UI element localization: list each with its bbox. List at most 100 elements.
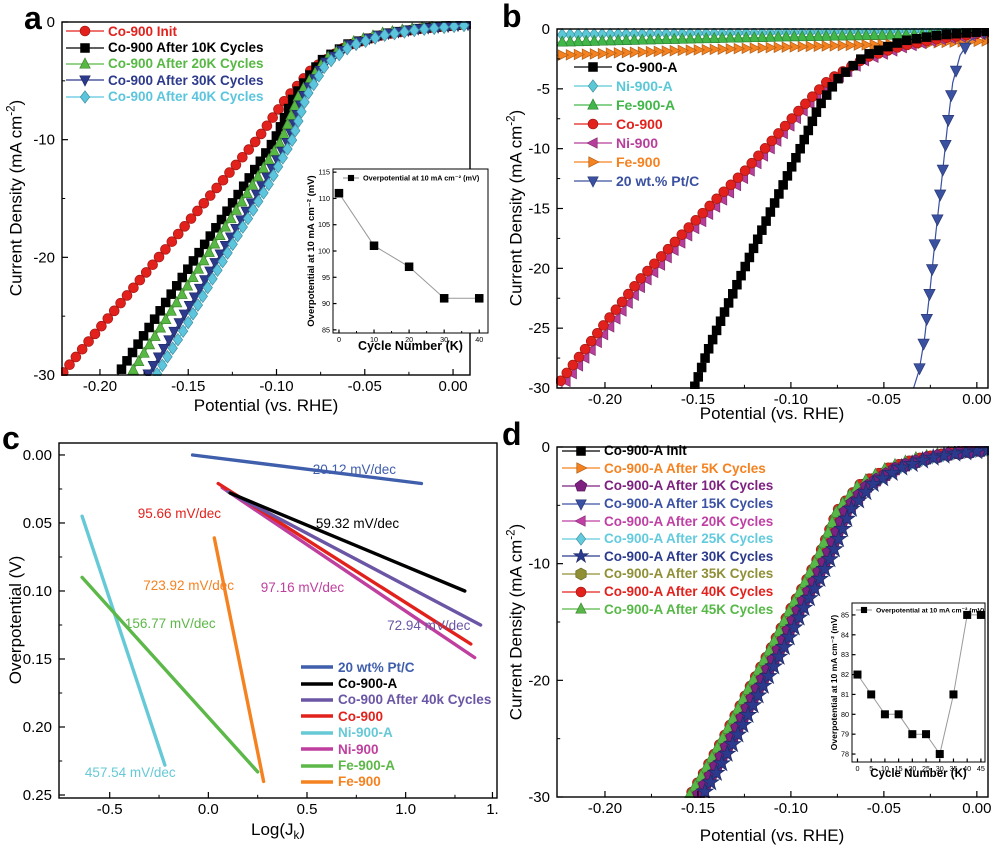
panel-letter-c: c	[2, 420, 20, 456]
panel-a-legend: Co-900 Init Co-900 After 10K Cycles Co-900…	[66, 23, 264, 105]
legend-label: Co-900-A After 40K Cycles	[604, 584, 774, 600]
svg-text:35: 35	[949, 764, 957, 773]
panel-b-legend: Co-900-A Ni-900-A Fe-900-A Co-900 Ni-900 Fe-9…	[574, 57, 699, 190]
star-swatch-icon	[562, 549, 600, 564]
svg-text:80: 80	[841, 710, 849, 719]
svg-text:5: 5	[869, 764, 873, 773]
svg-text:Cycle Number (K): Cycle Number (K)	[870, 768, 967, 780]
circle-swatch-icon	[66, 25, 104, 37]
svg-text:-0.05: -0.05	[348, 378, 382, 395]
legend-label: Co-900-A	[338, 676, 398, 692]
legend-label: Co-900-A	[616, 58, 678, 75]
svg-text:Overpotential at 10 mA cm⁻² (m: Overpotential at 10 mA cm⁻² (mV)	[306, 175, 317, 326]
svg-text:0: 0	[337, 335, 341, 344]
legend-item: Co-900-A After 45K Cycles	[562, 600, 773, 618]
panel-d-x-axis-title: Potential (vs. RHE)	[700, 826, 845, 846]
svg-text:0.0: 0.0	[198, 801, 219, 818]
axis-title-text: Current Density (mA cm	[506, 539, 526, 721]
svg-text:-0.10: -0.10	[774, 800, 808, 817]
axis-title-text: Potential (vs. RHE)	[699, 404, 845, 423]
legend-item: Co-900 After 40K Cycles	[66, 89, 264, 105]
legend-item: Co-900 After 40k Cycles	[300, 692, 491, 708]
svg-text:-0.10: -0.10	[259, 378, 293, 395]
svg-text:-0.15: -0.15	[681, 800, 715, 817]
line-swatch-icon	[301, 780, 333, 784]
svg-text:0.00: 0.00	[962, 391, 991, 408]
svg-text:0: 0	[47, 14, 55, 31]
panel-letter-a: a	[24, 0, 42, 36]
svg-text:0.05: 0.05	[23, 515, 52, 532]
panel-c-legend: 20 wt% Pt/C Co-900-A Co-900 After 40k Cycl…	[300, 659, 491, 790]
legend-label: Co-900-A After 10K Cycles	[604, 478, 774, 494]
legend-label: Fe-900	[338, 774, 381, 790]
panel-c-x-axis-title: Log(Jk)	[251, 820, 305, 842]
panel-a-curves	[61, 21, 471, 376]
legend-label: Ni-900	[338, 741, 379, 757]
triangle-down-swatch-icon	[574, 175, 612, 188]
svg-text:-0.20: -0.20	[588, 800, 622, 817]
legend-label: Co-900-A After 15K Cycles	[604, 496, 774, 512]
svg-text:-0.05: -0.05	[867, 800, 901, 817]
svg-text:0: 0	[542, 439, 550, 456]
svg-text:-25: -25	[528, 320, 550, 337]
svg-text:97.16 mV/dec: 97.16 mV/dec	[261, 580, 345, 595]
svg-text:-10: -10	[528, 141, 550, 158]
axis-title-text: )	[506, 523, 526, 530]
diamond-swatch-icon	[562, 531, 600, 546]
panel-a-plot: -0.20 -0.15 -0.10 -0.05 0.00 0 -10 -20 -30	[33, 14, 471, 395]
legend-item: Fe-900	[300, 774, 491, 790]
svg-text:-20: -20	[33, 249, 55, 266]
svg-text:45: 45	[977, 764, 985, 773]
legend-label: Fe-900-A	[616, 96, 676, 113]
axis-title-text: Potential (vs. RHE)	[699, 826, 845, 845]
svg-text:59.32 mV/dec: 59.32 mV/dec	[316, 516, 400, 531]
line-swatch-icon	[301, 665, 333, 669]
legend-label: Fe-900	[616, 153, 661, 170]
panel-b-curves	[556, 28, 989, 389]
legend-item: Co-900	[300, 708, 491, 724]
axis-title-text: Overpotential (V)	[6, 555, 25, 685]
legend-item: Co-900 After 30K Cycles	[66, 72, 264, 88]
svg-text:Overpotential at 10 mA cm⁻² (m: Overpotential at 10 mA cm⁻² (mV)	[876, 608, 984, 615]
legend-label: Co-900	[338, 708, 384, 724]
triangle-left-swatch-icon	[574, 136, 612, 149]
svg-text:-10: -10	[528, 556, 550, 573]
legend-item: Co-900-A After 25K Cycles	[562, 530, 773, 548]
legend-item: Co-900-A After 20K Cycles	[562, 512, 773, 530]
line-swatch-icon	[301, 714, 333, 719]
svg-text:-30: -30	[528, 380, 550, 397]
legend-label: Co-900-A Init	[604, 443, 687, 459]
triangle-down-swatch-icon	[66, 75, 104, 88]
svg-text:-0.05: -0.05	[867, 391, 901, 408]
triangle-up-swatch-icon	[574, 97, 612, 110]
legend-label: Co-900 Init	[108, 23, 178, 39]
svg-text:-30: -30	[33, 367, 55, 384]
panel-d-y-axis-title: Current Density (mA cm-2)	[506, 524, 527, 720]
panel-d-plot: -0.20 -0.15 -0.10 -0.05 0.00 0 -10 -20 -30	[528, 439, 991, 817]
diamond-swatch-icon	[574, 78, 612, 93]
legend-item: Ni-900	[574, 133, 699, 152]
svg-text:Cycle Number (K): Cycle Number (K)	[358, 339, 463, 353]
circle-swatch-icon	[562, 586, 600, 597]
svg-text:10: 10	[881, 764, 889, 773]
legend-item: 20 wt% Pt/C	[300, 659, 491, 675]
hexagon-swatch-icon	[562, 567, 600, 581]
legend-item: Co-900-A Init	[562, 442, 773, 460]
panel-b-plot: -0.20 -0.15 -0.10 -0.05 0.00 0 -5 -10 -15 -20 -25 -…	[528, 21, 991, 408]
series-fe-900-a	[80, 575, 260, 774]
panel-d-curves	[684, 446, 989, 798]
legend-label: Fe-900-A	[338, 758, 396, 774]
svg-text:0.25: 0.25	[23, 787, 52, 804]
series-fe-900	[212, 536, 266, 784]
svg-text:1.: 1.	[486, 801, 499, 818]
triangle-right-swatch-icon	[574, 155, 612, 168]
svg-text:0.10: 0.10	[23, 583, 52, 600]
legend-item: Co-900-A	[574, 57, 699, 76]
svg-text:25: 25	[922, 764, 930, 773]
legend-item: Fe-900-A	[574, 95, 699, 114]
legend-label: Co-900-A After 45K Cycles	[604, 601, 774, 617]
svg-text:Overpotential at 10 mA cm⁻² (m: Overpotential at 10 mA cm⁻² (mV)	[829, 615, 839, 751]
axis-title-text: )	[6, 99, 26, 106]
legend-item: Fe-900-A	[300, 757, 491, 773]
